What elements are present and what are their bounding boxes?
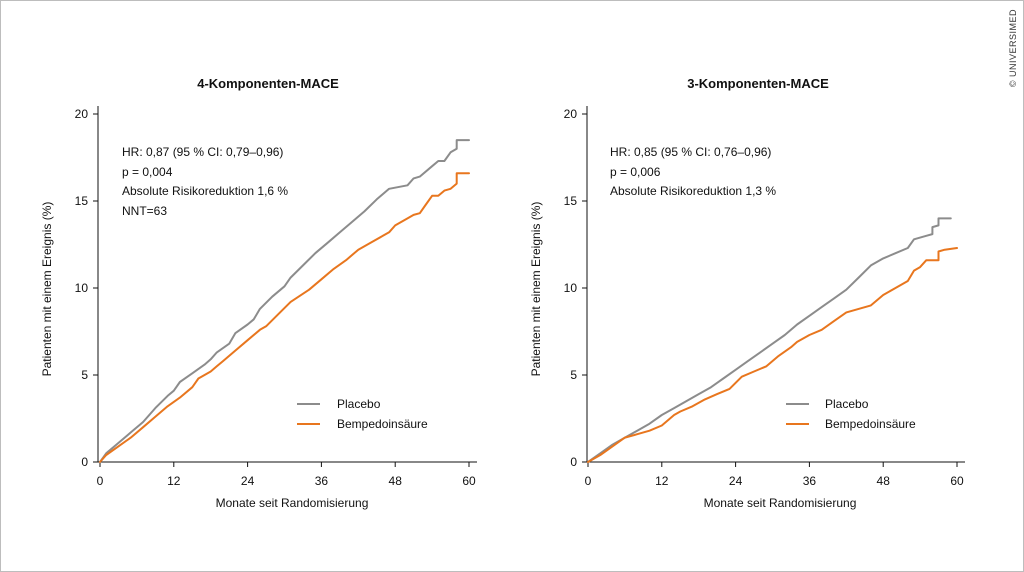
y-tick-label: 0: [570, 455, 577, 469]
x-tick-label: 24: [241, 474, 255, 488]
x-tick-label: 48: [877, 474, 891, 488]
y-tick-label: 10: [564, 281, 578, 295]
chart-2-lines: [587, 217, 958, 463]
chart-2-x-axis-label: Monate seit Randomisierung: [704, 496, 857, 510]
chart-2-annotation: Absolute Risikoreduktion 1,3 %: [610, 184, 776, 198]
credit-text: © UNIVERSIMED: [1008, 9, 1018, 87]
chart-2-title: 3-Komponenten-MACE: [687, 76, 829, 91]
chart-2-annotation: HR: 0,85 (95 % CI: 0,76–0,96): [610, 145, 771, 159]
chart-1-annotation: HR: 0,87 (95 % CI: 0,79–0,96): [122, 145, 283, 159]
chart-1-x-axis-label: Monate seit Randomisierung: [216, 496, 369, 510]
chart-2-y-axis-label: Patienten mit einem Ereignis (%): [529, 202, 543, 377]
chart-1-legend: Placebo Bempedoinsäure: [297, 397, 428, 431]
legend-label-placebo: Placebo: [337, 397, 381, 411]
series-line-placebo: [587, 217, 952, 463]
chart-1-axes: 0 5 10 15 20 0 12 24 36 48 60: [75, 106, 477, 488]
y-tick-label: 20: [564, 107, 578, 121]
y-tick-label: 20: [75, 107, 89, 121]
series-line-placebo: [99, 139, 470, 463]
chart-2: 3-Komponenten-MACE HR: 0,85 (95 % CI: 0,…: [529, 76, 965, 510]
legend-label-placebo: Placebo: [825, 397, 869, 411]
x-tick-label: 60: [950, 474, 964, 488]
chart-1-title: 4-Komponenten-MACE: [197, 76, 339, 91]
y-tick-label: 15: [75, 194, 89, 208]
legend-label-bempedoinsaeure: Bempedoinsäure: [825, 417, 916, 431]
chart-2-annotations: HR: 0,85 (95 % CI: 0,76–0,96) p = 0,006 …: [610, 145, 776, 198]
y-tick-label: 5: [81, 368, 88, 382]
y-tick-label: 0: [81, 455, 88, 469]
chart-1-annotations: HR: 0,87 (95 % CI: 0,79–0,96) p = 0,004 …: [122, 145, 288, 218]
x-tick-label: 36: [803, 474, 817, 488]
y-tick-label: 5: [570, 368, 577, 382]
chart-1-lines: [99, 139, 470, 463]
chart-1-annotation: Absolute Risikoreduktion 1,6 %: [122, 184, 288, 198]
x-tick-label: 12: [167, 474, 181, 488]
y-tick-label: 10: [75, 281, 89, 295]
x-tick-label: 0: [97, 474, 104, 488]
chart-2-legend: Placebo Bempedoinsäure: [786, 397, 916, 431]
chart-2-annotation: p = 0,006: [610, 165, 661, 179]
chart-1-annotation: p = 0,004: [122, 165, 173, 179]
series-line-bempedoinsaeure: [587, 247, 958, 463]
chart-1: 4-Komponenten-MACE HR: 0,87 (95 % CI: 0,…: [40, 76, 477, 510]
series-line-bempedoinsaeure: [99, 172, 470, 463]
y-tick-label: 15: [564, 194, 578, 208]
x-tick-label: 24: [729, 474, 743, 488]
x-tick-label: 0: [585, 474, 592, 488]
legend-label-bempedoinsaeure: Bempedoinsäure: [337, 417, 428, 431]
x-tick-label: 48: [389, 474, 403, 488]
x-tick-label: 36: [315, 474, 329, 488]
x-tick-label: 12: [655, 474, 669, 488]
chart-1-annotation: NNT=63: [122, 204, 167, 218]
x-tick-label: 60: [462, 474, 476, 488]
chart-1-y-axis-label: Patienten mit einem Ereignis (%): [40, 202, 54, 377]
chart-2-axes: 0 5 10 15 20 0 12 24 36 48 60: [564, 106, 965, 488]
